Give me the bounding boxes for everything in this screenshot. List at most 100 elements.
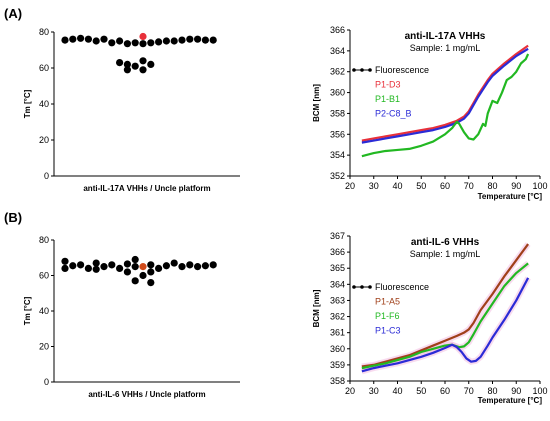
y-axis-label: BCM [nm] — [312, 84, 321, 122]
chart-b-left-tm-scatter: 0 20 40 60 80 Tm [°C] anti-IL-6 VHHs / Uncle p… — [23, 235, 240, 399]
data-point — [139, 66, 147, 74]
data-point — [61, 36, 69, 44]
data-point — [131, 263, 139, 271]
data-point — [209, 36, 217, 44]
x-tick-label: 80 — [487, 181, 497, 191]
legend-swatch-marker — [368, 68, 372, 72]
data-point — [77, 261, 85, 269]
data-point — [147, 60, 155, 68]
series-line-p1-d3 — [361, 44, 529, 142]
chart-a-left-tm-scatter: 0 20 40 60 80 Tm [°C] anti-IL-17A VHHs / Uncle… — [23, 27, 240, 193]
y-tick-label: 352 — [330, 171, 345, 181]
x-axis-label: anti-IL-17A VHHs / Uncle platform — [83, 184, 210, 193]
data-point — [201, 262, 209, 270]
data-point — [139, 271, 147, 280]
legend-label: P1-A5 — [375, 297, 400, 307]
x-tick-label: 30 — [369, 181, 379, 191]
data-point — [186, 35, 194, 43]
data-point — [61, 257, 69, 265]
data-point — [155, 38, 163, 46]
highlighted-data-point — [139, 263, 147, 271]
data-point — [162, 37, 170, 45]
series-line-p1-c3 — [361, 277, 530, 373]
data-point — [84, 264, 92, 272]
data-point — [147, 268, 155, 276]
legend-label: P1-C3 — [375, 326, 401, 336]
legend-swatch-marker — [368, 285, 372, 289]
data-point — [69, 262, 77, 270]
y-tick-label: 354 — [330, 150, 345, 160]
y-tick-label: 20 — [39, 135, 49, 145]
legend-swatch-marker — [360, 285, 364, 289]
y-tick-label: 358 — [330, 376, 345, 386]
legend-swatch-marker — [352, 285, 356, 289]
data-point — [92, 265, 100, 273]
legend-swatch-marker — [360, 68, 364, 72]
y-tick-label: 360 — [330, 88, 345, 98]
y-tick-label: 359 — [330, 360, 345, 370]
data-point — [116, 37, 124, 45]
y-tick-label: 40 — [39, 306, 49, 316]
data-point — [116, 264, 124, 272]
y-tick-label: 0 — [44, 377, 49, 387]
data-point — [155, 264, 163, 272]
data-point — [92, 259, 100, 267]
data-point — [139, 40, 147, 48]
data-point — [194, 35, 202, 43]
chart-title: anti-IL-6 VHHs — [411, 237, 480, 248]
x-tick-label: 100 — [532, 181, 547, 191]
x-tick-label: 30 — [369, 386, 379, 396]
legend-swatch-marker — [352, 68, 356, 72]
chart-title: anti-IL-17A VHHs — [405, 31, 486, 42]
x-tick-label: 40 — [392, 181, 402, 191]
x-tick-label: 70 — [464, 386, 474, 396]
highlighted-data-point — [139, 32, 147, 41]
data-point — [123, 268, 131, 276]
y-tick-label: 80 — [39, 235, 49, 245]
data-point — [178, 263, 186, 271]
y-tick-label: 361 — [330, 328, 345, 338]
data-point — [147, 39, 155, 47]
data-point — [170, 259, 178, 267]
series-line-p1-a5 — [361, 243, 530, 368]
data-point — [131, 255, 139, 264]
legend-label: P1-D3 — [375, 80, 401, 90]
x-tick-label: 20 — [345, 386, 355, 396]
data-point — [100, 35, 108, 43]
data-point — [162, 262, 170, 270]
panel-label-a: (A) — [4, 6, 22, 21]
y-tick-label: 358 — [330, 108, 345, 118]
y-tick-label: 60 — [39, 271, 49, 281]
y-tick-label: 362 — [330, 312, 345, 322]
x-tick-label: 50 — [416, 181, 426, 191]
legend-label: P1-F6 — [375, 311, 400, 321]
x-tick-label: 70 — [464, 181, 474, 191]
data-point — [209, 261, 217, 269]
y-axis-label: Tm [°C] — [23, 89, 32, 118]
data-point — [84, 35, 92, 43]
y-tick-label: 360 — [330, 344, 345, 354]
x-tick-label: 60 — [440, 181, 450, 191]
data-point — [186, 261, 194, 269]
data-point — [116, 59, 124, 67]
y-tick-label: 367 — [330, 231, 345, 241]
data-point — [77, 34, 85, 42]
x-tick-label: 40 — [392, 386, 402, 396]
legend-label: Fluorescence — [375, 282, 429, 292]
y-tick-label: 364 — [330, 279, 345, 289]
y-axis-label: BCM [nm] — [312, 289, 321, 327]
x-tick-label: 90 — [511, 386, 521, 396]
x-axis-label: anti-IL-6 VHHs / Uncle platform — [88, 390, 205, 399]
y-tick-label: 20 — [39, 342, 49, 352]
x-tick-label: 60 — [440, 386, 450, 396]
data-point — [123, 60, 131, 68]
series-line-p1-b1 — [361, 53, 530, 158]
data-point — [147, 279, 155, 287]
data-point — [139, 57, 147, 65]
legend-label: Fluorescence — [375, 65, 429, 75]
y-tick-label: 364 — [330, 46, 345, 56]
data-point — [147, 261, 155, 269]
y-tick-label: 80 — [39, 27, 49, 37]
data-point — [108, 39, 116, 47]
